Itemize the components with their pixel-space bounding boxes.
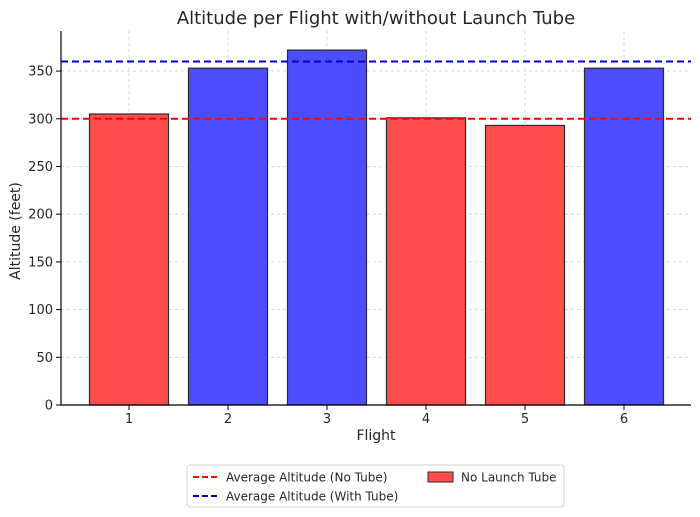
legend: Average Altitude (No Tube) Average Altitu… <box>186 464 565 508</box>
x-tick-label: 5 <box>521 412 529 427</box>
bars <box>88 49 665 406</box>
y-tick-label: 100 <box>28 303 53 318</box>
x-ticks: 1 2 3 4 5 6 <box>125 405 628 427</box>
bar-flight-6 <box>583 67 665 406</box>
legend-label: Average Altitude (No Tube) <box>226 471 387 485</box>
y-tick-label: 150 <box>28 255 53 270</box>
bar-flight-1 <box>88 113 170 406</box>
x-tick-label: 4 <box>422 412 430 427</box>
axes <box>60 31 691 406</box>
reference-lines <box>61 60 691 120</box>
bar-flight-5 <box>484 124 566 406</box>
y-tick-label: 0 <box>45 399 53 414</box>
y-tick-label: 250 <box>28 160 53 175</box>
legend-swatch-patch <box>427 471 454 483</box>
y-tick-label: 300 <box>28 112 53 127</box>
legend-label: No Launch Tube <box>461 471 557 485</box>
legend-label: Average Altitude (With Tube) <box>226 490 398 504</box>
x-axis-label: Flight <box>356 428 396 444</box>
x-tick-label: 3 <box>323 412 331 427</box>
y-tick-label: 200 <box>28 208 53 223</box>
x-tick-label: 1 <box>125 412 133 427</box>
y-tick-label: 350 <box>28 65 53 80</box>
bar-flight-4 <box>385 117 467 406</box>
legend-box <box>186 464 565 508</box>
bar-flight-3 <box>286 49 368 406</box>
x-tick-label: 2 <box>224 412 232 427</box>
y-axis-label: Altitude (feet) <box>8 182 24 280</box>
bar-flight-2 <box>187 67 269 406</box>
x-tick-label: 6 <box>620 412 628 427</box>
y-tick-label: 50 <box>36 351 53 366</box>
y-ticks: 0 50 100 150 200 250 300 350 <box>28 65 61 414</box>
chart-title: Altitude per Flight with/without Launch … <box>177 8 575 29</box>
